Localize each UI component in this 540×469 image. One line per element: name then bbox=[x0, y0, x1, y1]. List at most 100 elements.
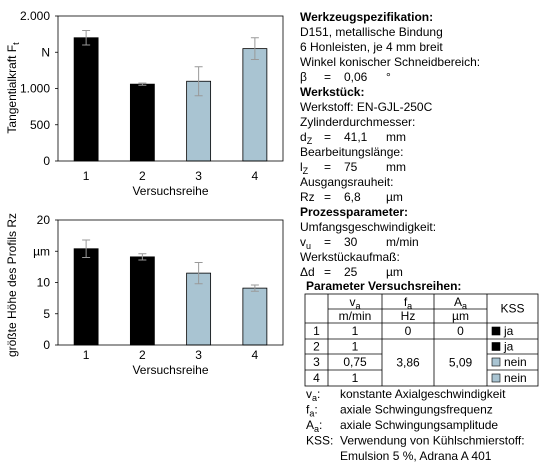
row-id: 4 bbox=[313, 371, 320, 385]
error-bar bbox=[194, 66, 203, 97]
bar bbox=[129, 83, 155, 162]
formula-symbol: dZ bbox=[300, 130, 313, 146]
subscript: a bbox=[462, 301, 467, 311]
column-unit: m/min bbox=[339, 309, 372, 323]
equals: = bbox=[324, 160, 331, 174]
x-tick-label: 2 bbox=[139, 169, 146, 183]
text-part: größte Höhe des Profils Rz bbox=[5, 213, 19, 357]
equals: = bbox=[324, 265, 331, 279]
text-part: : bbox=[317, 387, 320, 401]
panel-text: 6 Honleisten, je 4 mm breit bbox=[300, 40, 443, 54]
equals: = bbox=[324, 70, 331, 84]
text-part: f bbox=[306, 403, 310, 417]
merged-cell: 3,86 bbox=[396, 356, 420, 370]
kss-swatch bbox=[491, 373, 501, 383]
cell: 1 bbox=[352, 371, 359, 385]
column-header: KSS bbox=[500, 302, 524, 316]
formula-unit: ° bbox=[386, 70, 391, 84]
panel-text: Werkstückaufmaß: bbox=[300, 250, 400, 264]
y-tick-label: 20 bbox=[37, 213, 51, 227]
note-text: konstante Axialgeschwindigkeit bbox=[340, 387, 506, 401]
section-heading: Prozessparameter: bbox=[300, 205, 408, 219]
error-bar bbox=[250, 37, 259, 60]
note-text: Verwendung von Kühlschmierstoff: bbox=[340, 434, 525, 448]
note-symbol: fa: bbox=[306, 403, 318, 419]
kss-swatch bbox=[491, 342, 501, 351]
formula-symbol: β bbox=[300, 70, 307, 84]
note-symbol: KSS: bbox=[306, 434, 333, 448]
column-unit: µm bbox=[452, 309, 469, 323]
note-text: axiale Schwingungsamplitude bbox=[340, 418, 498, 432]
plot-frame bbox=[57, 15, 284, 162]
formula-symbol: Δd bbox=[300, 265, 315, 279]
note-symbol: va: bbox=[306, 387, 320, 403]
error-bar bbox=[194, 262, 203, 285]
y-tick-label: µm bbox=[33, 244, 50, 258]
panel-text: Zylinderdurchmesser: bbox=[300, 115, 415, 129]
error-bar bbox=[138, 82, 147, 86]
kss-swatch bbox=[491, 357, 501, 367]
y-tick-label: 0 bbox=[43, 338, 50, 352]
y-axis-label: größte Höhe des Profils Rz bbox=[5, 213, 19, 357]
row-id: 2 bbox=[313, 340, 320, 354]
error-bar bbox=[82, 239, 91, 258]
formula-value: 0,06 bbox=[344, 70, 368, 84]
kss-label: ja bbox=[503, 340, 514, 354]
panel-text: Winkel konischer Schneidbereich: bbox=[300, 55, 480, 69]
formula-unit: m/min bbox=[386, 235, 419, 249]
cell: 1 bbox=[352, 340, 359, 354]
cell: 0,75 bbox=[343, 355, 367, 369]
formula-unit: µm bbox=[386, 190, 403, 204]
x-tick-label: 2 bbox=[139, 348, 146, 362]
subscript: a bbox=[309, 409, 314, 419]
text-part: f bbox=[404, 295, 408, 309]
bar bbox=[73, 37, 99, 162]
text-part: A bbox=[454, 295, 462, 309]
equals: = bbox=[324, 235, 331, 249]
text-part: v bbox=[300, 235, 306, 249]
formula-value: 75 bbox=[344, 160, 358, 174]
bar bbox=[242, 48, 268, 162]
formula-value: 25 bbox=[344, 265, 358, 279]
x-tick-label: 3 bbox=[195, 348, 202, 362]
panel-text: Ausgangsrauheit: bbox=[300, 175, 393, 189]
panel-text: Umfangsgeschwindigkeit: bbox=[300, 220, 436, 234]
y-tick-label: 5 bbox=[43, 307, 50, 321]
kss-label: ja bbox=[503, 324, 514, 338]
subscript: a bbox=[355, 301, 360, 311]
x-tick-label: 4 bbox=[252, 348, 259, 362]
formula-value: 6,8 bbox=[344, 190, 361, 204]
x-axis-label: Versuchsreihe bbox=[132, 184, 208, 198]
table-frame bbox=[304, 293, 539, 387]
column-header: va bbox=[349, 295, 360, 311]
x-tick-label: 4 bbox=[252, 169, 259, 183]
text-part: A bbox=[306, 418, 314, 432]
text-part: Δd bbox=[300, 265, 315, 279]
x-tick-label: 1 bbox=[83, 169, 90, 183]
subscript: u bbox=[306, 241, 311, 251]
formula-unit: µm bbox=[386, 265, 403, 279]
plot-frame bbox=[57, 219, 284, 346]
x-tick-label: 1 bbox=[83, 348, 90, 362]
formula-value: 30 bbox=[344, 235, 358, 249]
text-part: l bbox=[300, 160, 303, 174]
panel-text: Werkstoff: EN-GJL-250C bbox=[300, 100, 433, 114]
text-part: β bbox=[300, 70, 307, 84]
bar bbox=[242, 287, 268, 346]
panel-text: D151, metallische Bindung bbox=[300, 25, 443, 39]
column-header: Aa bbox=[454, 295, 467, 311]
y-tick-label: 2.000 bbox=[20, 9, 50, 23]
note-text: Emulsion 5 %, Adrana A 401 bbox=[340, 449, 492, 463]
text-part: d bbox=[300, 130, 307, 144]
kss-swatch bbox=[491, 326, 501, 336]
kss-label: nein bbox=[504, 355, 527, 369]
text-part: : bbox=[330, 434, 333, 448]
text-part: : bbox=[319, 418, 322, 432]
equals: = bbox=[324, 190, 331, 204]
text-part: KSS bbox=[306, 434, 330, 448]
y-tick-label: 10 bbox=[37, 276, 51, 290]
section-heading: Werkstück: bbox=[300, 85, 364, 99]
note-text: axiale Schwingungsfrequenz bbox=[340, 403, 493, 417]
subscript: Z bbox=[307, 136, 313, 146]
